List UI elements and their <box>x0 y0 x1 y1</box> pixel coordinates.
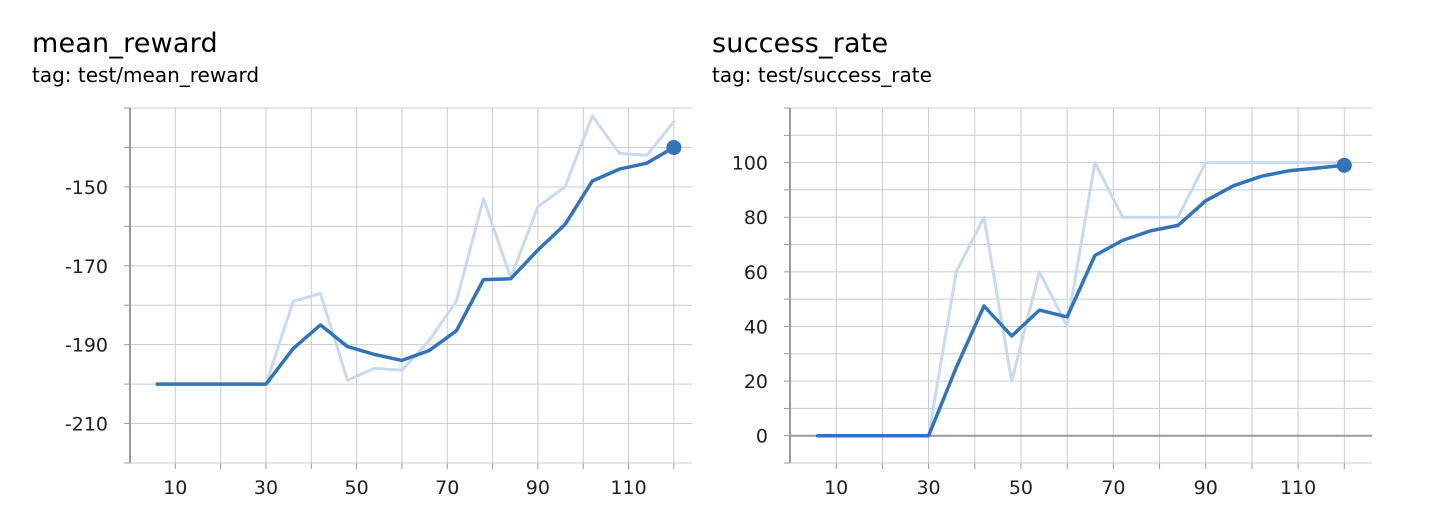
x-tick-label: 90 <box>526 477 550 499</box>
x-tick-label: 10 <box>824 477 848 499</box>
mean-reward-plot: 10 30 50 70 90 110 -150 -170 -190 -210 <box>65 107 692 499</box>
x-tick-label: 90 <box>1194 477 1218 499</box>
chart-tag: tag: test/mean_reward <box>32 63 260 87</box>
y-tick-label: -210 <box>65 414 108 436</box>
y-tick-label: 100 <box>732 153 768 175</box>
x-tick-label: 110 <box>610 477 646 499</box>
y-tick-label: -170 <box>65 256 108 278</box>
x-tick-label: 70 <box>1101 477 1125 499</box>
smoothed-series-line <box>815 163 1347 438</box>
chart-tag: tag: test/success_rate <box>712 63 932 87</box>
x-tick-label: 50 <box>1009 477 1033 499</box>
y-tick-label: 60 <box>744 262 768 284</box>
x-tick-label: 70 <box>435 477 459 499</box>
series-end-marker <box>666 139 682 155</box>
x-tick-label: 30 <box>916 477 940 499</box>
y-tick-label: 20 <box>744 371 768 393</box>
chart-card-mean-reward: mean_reward tag: test/mean_reward 10 30 50… <box>32 28 692 499</box>
x-tick-label: 50 <box>345 477 369 499</box>
y-tick-label: -150 <box>65 177 108 199</box>
smoothed-series-line <box>155 145 676 386</box>
y-tick-label: 40 <box>744 316 768 338</box>
x-tick-label: 110 <box>1280 477 1316 499</box>
series-end-marker <box>1336 157 1352 173</box>
x-tick-label: 10 <box>163 477 187 499</box>
chart-title: success_rate <box>712 28 889 59</box>
raw-series-line <box>155 114 676 386</box>
chart-card-success-rate: success_rate tag: test/success_rate 10 30… <box>680 0 1400 508</box>
y-tick-label: 0 <box>756 426 768 448</box>
y-tick-label: -190 <box>65 335 108 357</box>
x-tick-label: 30 <box>254 477 278 499</box>
chart-title: mean_reward <box>32 28 218 59</box>
success-rate-plot: 10 30 50 70 90 110 0 20 40 60 80 100 <box>732 107 1372 499</box>
y-tick-label: 80 <box>744 207 768 229</box>
